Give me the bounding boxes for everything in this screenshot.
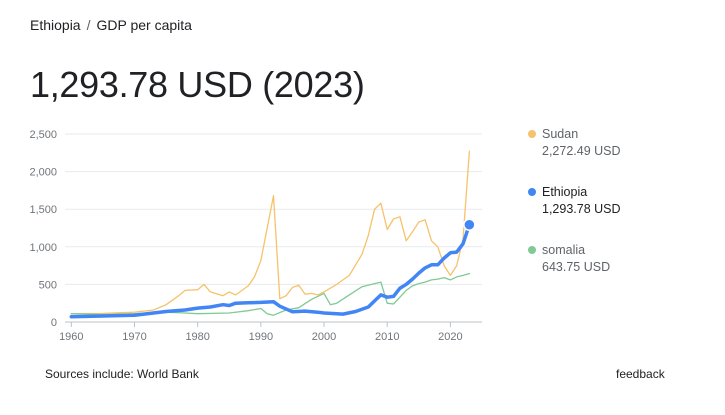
legend-dot-somalia — [528, 246, 536, 254]
x-tick-label: 1990 — [249, 331, 273, 343]
legend-value: 2,272.49 USD — [542, 144, 621, 158]
y-tick-label: 0 — [51, 317, 57, 329]
series-line-ethiopia — [69, 222, 472, 319]
y-tick-label: 1,000 — [29, 242, 57, 254]
series-line-sudan — [70, 150, 471, 315]
highlighted-point-marker — [463, 218, 476, 231]
legend-dot-ethiopia — [528, 188, 536, 196]
legend-value: 643.75 USD — [542, 260, 611, 274]
gdp-line-chart[interactable]: 0 500 1,000 1,500 2,000 2,500 1960 1970 1980 1990… — [0, 115, 520, 360]
x-tick-label: 2020 — [438, 331, 462, 343]
series-line-somalia — [70, 272, 471, 316]
headline-value: 1,293.78 USD (2023) — [30, 64, 365, 105]
breadcrumb-metric: GDP per capita — [96, 17, 192, 33]
x-tick-label: 1970 — [122, 331, 146, 343]
x-tick-label: 2010 — [375, 331, 399, 343]
breadcrumb-separator: / — [86, 17, 91, 33]
x-tick-label: 2000 — [312, 331, 336, 343]
legend-name: Ethiopia — [542, 185, 588, 199]
feedback-link[interactable]: feedback — [616, 367, 665, 381]
legend-name: somalia — [542, 243, 586, 257]
y-tick-label: 500 — [39, 279, 57, 291]
legend-dot-sudan — [528, 130, 536, 138]
y-tick-label: 1,500 — [29, 204, 57, 216]
y-tick-label: 2,000 — [29, 167, 57, 179]
breadcrumb-country-link[interactable]: Ethiopia — [30, 17, 81, 33]
x-tick-label: 1980 — [185, 331, 209, 343]
legend-name: Sudan — [542, 127, 579, 141]
y-tick-label: 2,500 — [29, 129, 57, 141]
breadcrumb: Ethiopia / GDP per capita — [30, 17, 192, 33]
x-tick-label: 1960 — [59, 331, 83, 343]
sources-text: Sources include: World Bank — [45, 367, 199, 381]
legend-value: 1,293.78 USD — [542, 202, 621, 216]
